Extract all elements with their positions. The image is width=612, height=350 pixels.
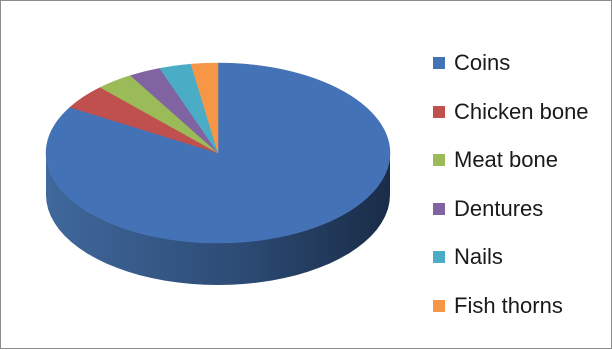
legend-item: Dentures: [433, 185, 589, 234]
legend-label: Dentures: [454, 195, 544, 221]
legend-swatch: [433, 202, 445, 215]
pie-top-faces: [45, 62, 391, 244]
pie-side-coins: [46, 153, 390, 285]
pie-side-walls: [46, 153, 390, 285]
legend-label: Meat bone: [454, 147, 558, 173]
pie-slice-fish-thorns: [190, 62, 219, 154]
legend-item: Coins: [433, 39, 589, 88]
legend-item: Chicken bone: [433, 88, 589, 137]
legend-item: Meat bone: [433, 136, 589, 185]
legend-swatch: [433, 105, 445, 118]
legend-swatch: [433, 154, 445, 167]
legend-label: Chicken bone: [454, 98, 589, 124]
legend-label: Fish thorns: [454, 292, 563, 318]
legend-swatch: [433, 251, 445, 264]
legend-swatch: [433, 299, 445, 312]
legend-item: Fish thorns: [433, 282, 589, 331]
legend-swatch: [433, 57, 445, 70]
legend-label: Coins: [454, 50, 511, 76]
legend-label: Nails: [454, 244, 503, 270]
legend-item: Nails: [433, 233, 589, 282]
legend: Coins Chicken bone Meat bone Dentures Nails F…: [433, 39, 589, 330]
